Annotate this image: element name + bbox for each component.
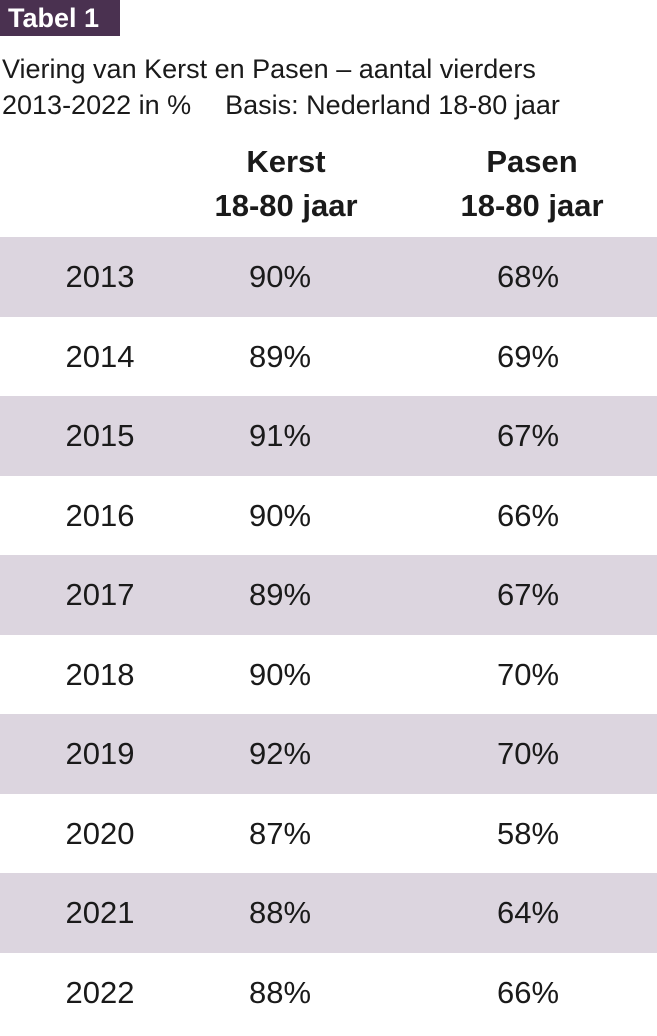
kerst-cell: 90% [248,497,312,533]
kerst-cell: 91% [248,418,312,453]
kerst-cell: 89% [248,338,312,374]
header-pasen-title: Pasen [486,144,578,179]
kerst-cell: 90% [248,656,312,692]
table-row: 2018 90% 70% [0,635,657,715]
table-row: 2020 87% 58% [0,794,657,874]
table-row: 2013 90% 68% [0,237,657,317]
header-pasen-range: 18-80 jaar [460,188,604,223]
year-cell: 2019 [65,736,135,771]
kerst-cell: 88% [248,974,312,1010]
table-row: 2016 90% 66% [0,476,657,556]
kerst-cell: 87% [248,815,312,851]
pasen-cell: 58% [496,815,560,851]
pasen-cell: 68% [496,259,560,294]
year-cell: 2015 [65,418,135,453]
year-cell: 2020 [65,815,135,851]
table-row: 2022 88% 66% [0,953,657,1033]
table-row: 2015 91% 67% [0,396,657,476]
table-row: 2014 89% 69% [0,317,657,397]
table-title: Viering van Kerst en Pasen – aantal vier… [2,54,536,84]
table-badge: Tabel 1 [0,0,120,36]
pasen-cell: 67% [496,577,560,612]
table-subtitle: 2013-2022 in % Basis: Nederland 18-80 jaa… [2,88,560,122]
year-cell: 2013 [65,259,135,294]
kerst-cell: 89% [248,577,312,612]
pasen-cell: 66% [496,974,560,1010]
kerst-cell: 88% [248,895,312,930]
header-pasen: Pasen 18-80 jaar [412,140,652,228]
year-cell: 2018 [65,656,135,692]
pasen-cell: 67% [496,418,560,453]
table-row: 2019 92% 70% [0,714,657,794]
table-row: 2021 88% 64% [0,873,657,953]
year-cell: 2016 [65,497,135,533]
kerst-cell: 92% [248,736,312,771]
pasen-cell: 64% [496,895,560,930]
data-table: 2013 90% 68% 2014 89% 69% 2015 91% 67% 2016 90% 66%… [0,237,657,1032]
pasen-cell: 69% [496,338,560,374]
basis-label: Basis: Nederland 18-80 jaar [225,90,560,120]
year-cell: 2014 [65,338,135,374]
pasen-cell: 70% [496,736,560,771]
header-kerst-title: Kerst [246,144,326,179]
pasen-cell: 70% [496,656,560,692]
year-cell: 2017 [65,577,135,612]
pasen-cell: 66% [496,497,560,533]
period-label: 2013-2022 in % [2,90,192,120]
header-kerst: Kerst 18-80 jaar [166,140,406,228]
table-row: 2017 89% 67% [0,555,657,635]
year-cell: 2022 [65,974,135,1010]
header-kerst-range: 18-80 jaar [214,188,358,223]
kerst-cell: 90% [248,259,312,294]
year-cell: 2021 [65,895,135,930]
